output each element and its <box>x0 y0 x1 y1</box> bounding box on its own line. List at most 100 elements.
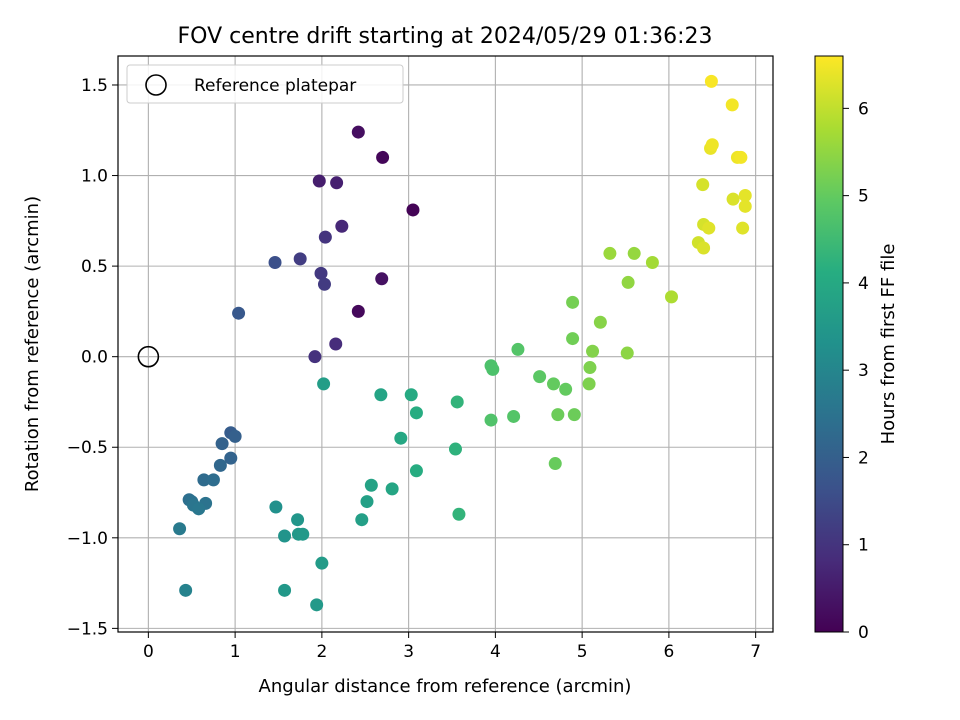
data-point <box>738 199 752 213</box>
data-point <box>620 346 634 360</box>
data-point <box>507 409 521 423</box>
data-point <box>315 556 329 570</box>
data-point <box>406 203 420 217</box>
data-point <box>547 377 561 391</box>
data-point <box>603 246 617 260</box>
data-point <box>566 332 580 346</box>
x-tick-label: 4 <box>490 642 501 662</box>
data-point <box>582 377 596 391</box>
colorbar-tick-label: 2 <box>858 448 869 468</box>
data-point <box>179 583 193 597</box>
data-point <box>351 304 365 318</box>
reference-point-marker <box>137 345 160 368</box>
x-tick-label: 0 <box>143 642 154 662</box>
data-point <box>702 221 716 235</box>
data-point <box>567 408 581 422</box>
y-axis-ticks: −1.5 −1.0 −0.5 0.0 0.5 1.0 1.5 <box>67 76 118 639</box>
data-point <box>268 255 282 269</box>
data-point <box>213 458 227 472</box>
data-point <box>394 431 408 445</box>
y-tick-label: −1.0 <box>67 529 108 549</box>
data-point <box>452 507 466 521</box>
x-axis-label: Angular distance from reference (arcmin) <box>259 676 632 697</box>
data-point <box>404 388 418 402</box>
data-point <box>736 221 750 235</box>
data-point <box>291 513 305 527</box>
data-point <box>533 370 547 384</box>
legend-marker-icon <box>145 74 167 96</box>
data-point <box>448 442 462 456</box>
y-axis-label: Rotation from reference (arcmin) <box>22 196 43 492</box>
data-point <box>318 230 332 244</box>
legend: Reference platepar <box>126 64 404 104</box>
data-point <box>645 255 659 269</box>
data-point <box>705 138 719 152</box>
data-point <box>738 188 752 202</box>
data-point <box>559 382 573 396</box>
x-tick-label: 2 <box>316 642 327 662</box>
data-point <box>173 522 187 536</box>
data-point <box>551 408 565 422</box>
data-point <box>197 473 211 487</box>
data-point <box>696 178 710 192</box>
scatter-series <box>173 74 752 612</box>
y-tick-label: 1.0 <box>81 167 108 187</box>
x-tick-label: 5 <box>577 642 588 662</box>
colorbar-tick-label: 3 <box>858 361 869 381</box>
data-point <box>314 266 328 280</box>
data-point <box>312 174 326 188</box>
chart-title: FOV centre drift starting at 2024/05/29 … <box>178 24 713 49</box>
data-point <box>704 74 718 88</box>
data-point <box>278 583 292 597</box>
x-tick-label: 3 <box>403 642 414 662</box>
data-point <box>206 473 220 487</box>
data-point <box>583 361 597 375</box>
data-point <box>317 377 331 391</box>
x-axis-ticks: 0 1 2 3 4 5 6 7 <box>143 632 761 662</box>
data-point <box>317 277 331 291</box>
colorbar-tick-label: 5 <box>858 187 869 207</box>
x-tick-label: 6 <box>663 642 674 662</box>
colorbar-label: Hours from first FF file <box>878 244 899 445</box>
legend-box <box>126 64 404 104</box>
legend-entry-reference: Reference platepar <box>194 76 356 96</box>
data-point <box>293 252 307 266</box>
data-point <box>484 413 498 427</box>
colorbar-ticks: 0 1 2 3 4 5 6 <box>843 99 869 643</box>
colorbar-tick-label: 6 <box>858 99 869 119</box>
data-point <box>621 275 635 289</box>
data-point <box>308 350 322 364</box>
y-tick-label: 1.5 <box>81 76 108 96</box>
grid <box>118 56 773 632</box>
data-point <box>548 457 562 471</box>
colorbar <box>814 55 844 633</box>
data-point <box>232 306 246 320</box>
data-point <box>734 150 748 164</box>
data-point <box>486 362 500 376</box>
data-point <box>228 429 242 443</box>
data-point <box>364 478 378 492</box>
data-point <box>360 495 374 509</box>
data-point <box>586 344 600 358</box>
data-point <box>593 315 607 329</box>
data-point <box>329 337 343 351</box>
colorbar-tick-label: 0 <box>858 623 869 643</box>
data-point <box>566 295 580 309</box>
data-point <box>697 241 711 255</box>
data-point <box>450 395 464 409</box>
data-point <box>278 529 292 543</box>
data-point <box>355 513 369 527</box>
y-tick-label: −1.5 <box>67 619 108 639</box>
x-tick-label: 1 <box>230 642 241 662</box>
data-point <box>296 527 310 541</box>
data-point <box>376 150 390 164</box>
data-point <box>725 98 739 112</box>
y-tick-label: 0.0 <box>81 348 108 368</box>
data-point <box>330 176 344 190</box>
data-point <box>335 219 349 233</box>
data-point <box>385 482 399 496</box>
data-point <box>192 502 206 516</box>
data-point <box>726 192 740 206</box>
